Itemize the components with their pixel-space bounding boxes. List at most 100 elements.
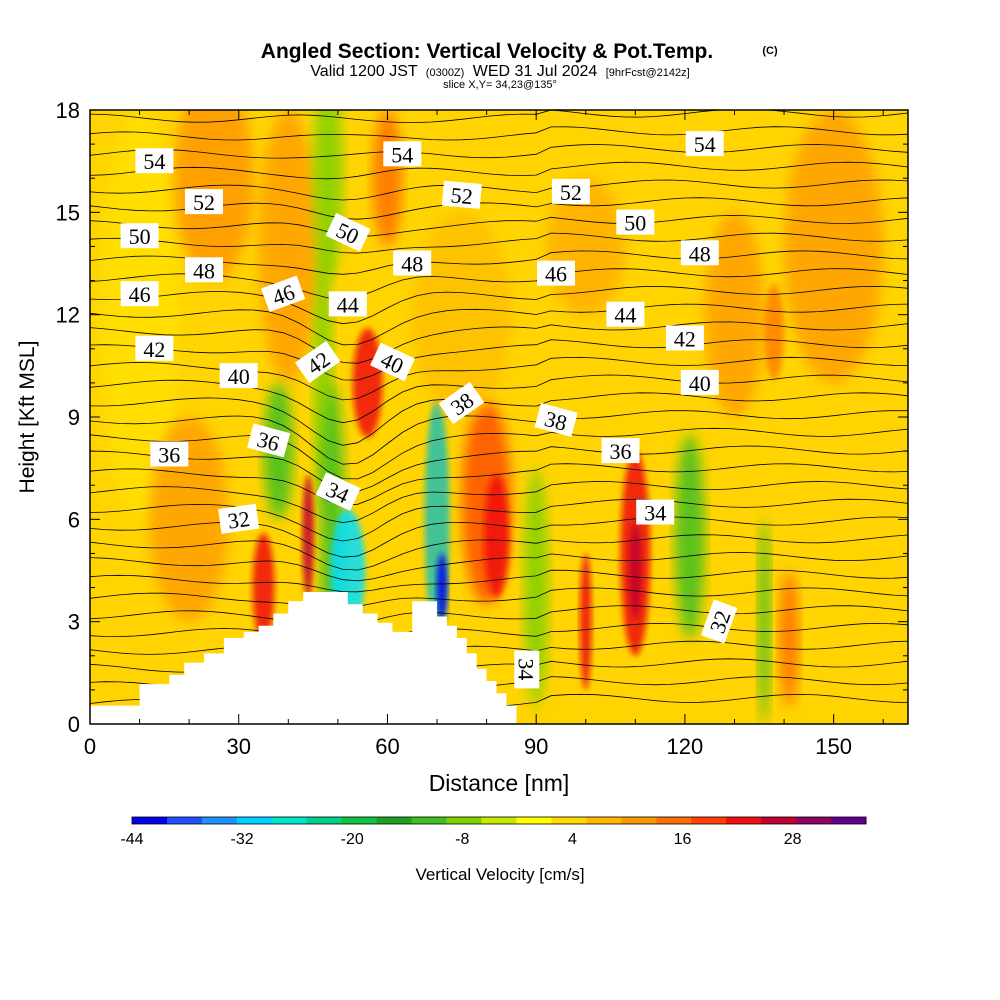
theta-contour [90,179,908,201]
contour-label-box [534,402,578,437]
x-tick-label: 150 [815,734,852,759]
contour-label: 48 [185,257,223,283]
contour-label-box [120,281,159,307]
contour-label-box [150,441,189,467]
contour-label-text: 52 [560,180,582,205]
contour-label-text: 32 [226,506,251,534]
plot-area [90,110,908,724]
contour-label-text: 48 [401,252,423,277]
theta-contour [90,481,908,524]
x-tick-label: 60 [375,734,399,759]
contour-label-text: 54 [143,149,165,174]
contour-label-text: 34 [513,658,538,680]
contour-label-box [325,212,371,252]
contour-label-box [636,499,675,525]
colorbar-swatch [691,817,727,824]
theta-contour [90,498,908,542]
theta-contour [90,232,908,254]
contour-label-text: 42 [674,327,696,352]
contour-label: 44 [606,301,645,328]
colorbar-swatch [516,817,552,824]
contour-label-box [328,291,367,317]
contour-label-text: 40 [228,364,250,389]
theta-contour [90,339,908,381]
contour-label: 52 [185,189,223,215]
contour-label: 54 [383,141,422,167]
contour-label: 54 [135,148,174,174]
theta-contour [90,587,908,609]
theta-contour [90,161,908,180]
colorbar-swatch [796,817,832,824]
contour-label: 36 [150,441,189,468]
colorbar-swatch [166,817,203,824]
y-tick-label: 9 [68,405,80,430]
contour-label-box [315,472,361,511]
contour-label-box [247,423,291,458]
colorbar-label: Vertical Velocity [cm/s] [415,865,584,884]
colorbar-swatch [656,817,692,824]
contour-label: 50 [120,223,159,249]
contour-label-box [680,369,719,395]
contour-label-box [441,180,482,209]
contour-label-box [219,363,258,389]
velocity-cell [484,474,509,598]
contour-label: 52 [551,178,590,205]
contour-label-box [680,240,719,266]
contour-label-box [537,260,575,286]
contour-label-box [135,148,174,174]
velocity-cell [252,532,275,643]
contour-label: 46 [120,281,159,307]
contour-label-text: 46 [129,282,151,307]
colorbar-tick-label: -8 [455,831,469,848]
contour-label-text: 36 [158,443,180,468]
colorbar-swatch [376,817,413,824]
contour-label: 40 [219,363,258,389]
velocity-cell [174,110,254,281]
contour-label-text: 42 [143,337,165,362]
contour-label: 46 [260,275,306,312]
contour-label-box [665,325,704,351]
contour-label-box [135,335,174,361]
theta-contour [90,552,908,582]
velocity-cell [436,553,448,622]
y-tick-label: 3 [68,610,80,635]
theta-contour [90,126,908,141]
velocity-cell [628,522,642,619]
contour-label: 32 [218,503,260,534]
colorbar-tick-label: -32 [231,831,254,848]
subtitle-date: WED 31 Jul 2024 [473,63,598,80]
chart-title: Angled Section: Vertical Velocity & Pot.… [261,40,713,63]
contour-label-box [294,340,341,384]
theta-contour [90,268,908,300]
contour-label: 32 [700,599,738,644]
contour-label: 44 [328,291,367,317]
velocity-cell [764,283,785,380]
x-tick-label: 30 [226,734,250,759]
velocity-cell [302,474,315,598]
contour-label: 46 [537,260,575,287]
contour-label-box [616,209,655,235]
x-axis: 0 30 60 90 120 150 [84,110,884,759]
theta-contour [90,392,908,446]
theta-contour [90,285,908,325]
colorbar-swatch [586,817,622,824]
colorbar-swatch [271,817,308,824]
colorbar-swatch [446,817,483,824]
velocity-cell [372,110,403,247]
theta-contour [90,144,908,159]
contour-label-text: 48 [689,241,711,266]
contour-label: 42 [665,325,704,352]
theta-contour [90,321,908,364]
colorbar-swatch [551,817,587,824]
velocity-cell [579,553,592,690]
colorbar-swatch [761,817,797,824]
colorbar: -44 -32 -20 -8 4 16 28 [120,816,867,848]
colorbar-swatch [411,817,448,824]
theta-contour [90,605,908,628]
colorbar-tick-label: 4 [568,831,577,848]
theta-contour [90,427,908,480]
colorbar-swatch [306,817,343,824]
contour-label-box [218,503,260,534]
contour-label-text: 54 [694,132,716,157]
contour-label: 42 [135,335,174,362]
